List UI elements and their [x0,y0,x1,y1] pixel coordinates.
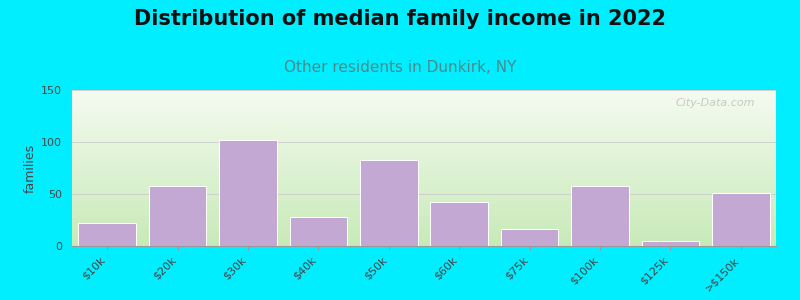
Bar [501,230,558,246]
Bar [571,186,629,246]
Text: Other residents in Dunkirk, NY: Other residents in Dunkirk, NY [284,60,516,75]
Y-axis label: families: families [24,143,37,193]
Bar [430,202,488,246]
Bar [360,160,418,246]
Bar [642,241,699,246]
Text: Distribution of median family income in 2022: Distribution of median family income in … [134,9,666,29]
Bar [219,140,277,246]
Bar [149,186,206,246]
Bar [712,193,770,246]
Bar [78,223,136,246]
Bar [290,217,347,246]
Text: City-Data.com: City-Data.com [675,98,755,108]
